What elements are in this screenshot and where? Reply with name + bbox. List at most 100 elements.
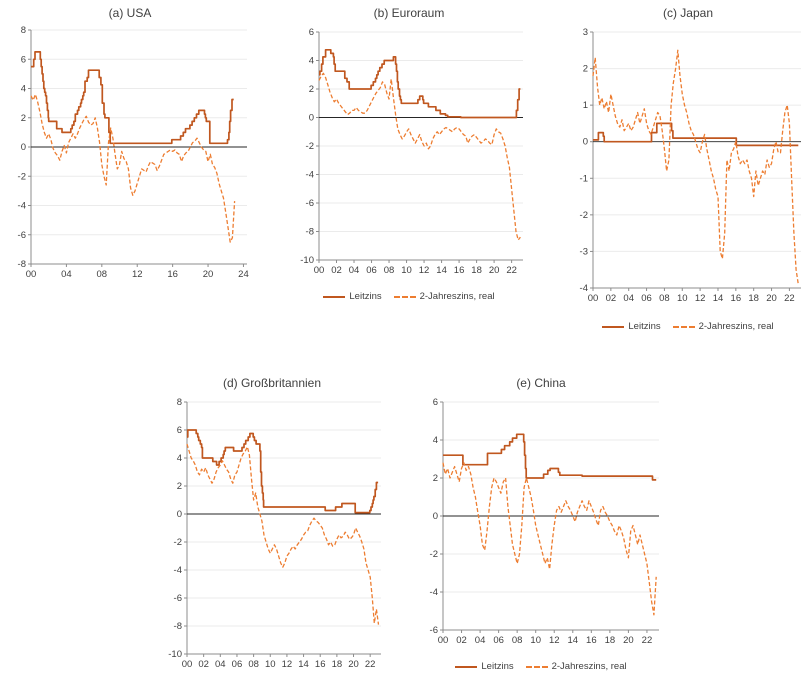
chart-legend-china: Leitzins 2-Jahreszins, real xyxy=(412,661,670,672)
y-tick-label: -10 xyxy=(168,649,182,660)
x-tick-label: 00 xyxy=(182,659,193,670)
y-tick-label: 6 xyxy=(433,397,438,408)
y-tick-label: 6 xyxy=(21,54,26,65)
x-tick-label: 18 xyxy=(332,659,343,670)
series-2-jahreszins-real xyxy=(592,49,799,285)
x-tick-label: 18 xyxy=(748,293,759,304)
x-tick-label: 16 xyxy=(315,659,326,670)
x-tick-label: 08 xyxy=(248,659,259,670)
y-tick-label: -6 xyxy=(430,625,438,636)
y-tick-label: -8 xyxy=(18,259,26,270)
x-tick-label: 18 xyxy=(605,635,616,646)
chart-title-japan: (c) Japan xyxy=(662,6,714,20)
y-tick-label: 2 xyxy=(309,84,314,95)
x-tick-label: 00 xyxy=(438,635,449,646)
series-2-jahreszins-real xyxy=(186,443,380,625)
y-tick-label: 0 xyxy=(583,137,588,148)
x-tick-label: 04 xyxy=(215,659,226,670)
x-tick-label: 22 xyxy=(365,659,376,670)
y-tick-label: -2 xyxy=(306,141,314,152)
x-tick-label: 16 xyxy=(454,265,465,276)
x-tick-label: 06 xyxy=(493,635,504,646)
x-tick-label: 10 xyxy=(401,265,412,276)
chart-title-euroraum: (b) Euroraum xyxy=(373,6,445,20)
x-tick-label: 12 xyxy=(549,635,560,646)
x-tick-label: 10 xyxy=(530,635,541,646)
y-tick-label: -6 xyxy=(18,230,26,241)
x-tick-label: 22 xyxy=(784,293,795,304)
y-tick-label: 2 xyxy=(177,481,182,492)
x-tick-label: 12 xyxy=(419,265,430,276)
legend-label-leitzins: Leitzins xyxy=(349,291,382,302)
series-leitzins xyxy=(443,433,657,481)
x-tick-label: 20 xyxy=(203,269,214,280)
y-tick-label: -10 xyxy=(300,255,314,266)
x-tick-label: 08 xyxy=(384,265,395,276)
chart-legend-japan: Leitzins 2-Jahreszins, real xyxy=(566,321,810,332)
legend-label-real: 2-Jahreszins, real xyxy=(698,321,774,332)
x-tick-label: 04 xyxy=(349,265,360,276)
x-tick-label: 12 xyxy=(695,293,706,304)
y-tick-label: -2 xyxy=(430,549,438,560)
x-tick-label: 14 xyxy=(436,265,447,276)
x-tick-label: 02 xyxy=(606,293,617,304)
x-tick-label: 06 xyxy=(232,659,243,670)
y-tick-label: -2 xyxy=(580,210,588,221)
chart-legend-euroraum: Leitzins 2-Jahreszins, real xyxy=(286,291,532,302)
real-line-sample xyxy=(525,665,548,668)
x-tick-label: 20 xyxy=(348,659,359,670)
y-tick-label: -6 xyxy=(174,593,182,604)
chart-title-china: (e) China xyxy=(516,376,566,390)
y-tick-label: 4 xyxy=(177,453,182,464)
y-tick-label: -2 xyxy=(18,171,26,182)
real-line-sample xyxy=(672,325,695,328)
chart-title-usa: (a) USA xyxy=(108,6,152,20)
x-tick-label: 20 xyxy=(489,265,500,276)
y-tick-label: 2 xyxy=(433,473,438,484)
y-tick-label: 2 xyxy=(21,113,26,124)
y-tick-label: 4 xyxy=(21,84,26,95)
series-leitzins xyxy=(31,51,234,145)
x-tick-label: 00 xyxy=(26,269,37,280)
y-tick-label: 1 xyxy=(583,100,588,111)
x-tick-label: 06 xyxy=(366,265,377,276)
x-tick-label: 10 xyxy=(265,659,276,670)
leitzins-line-sample xyxy=(323,295,346,298)
series-2-jahreszins-real xyxy=(30,93,236,243)
legend-label-leitzins: Leitzins xyxy=(481,661,514,672)
x-tick-label: 00 xyxy=(588,293,599,304)
series-2-jahreszins-real xyxy=(318,72,521,241)
legend-label-real: 2-Jahreszins, real xyxy=(419,291,495,302)
x-tick-label: 24 xyxy=(238,269,249,280)
y-tick-label: -3 xyxy=(580,246,588,257)
y-tick-label: -2 xyxy=(174,537,182,548)
leitzins-line-sample xyxy=(455,665,478,668)
leitzins-line-sample xyxy=(602,325,625,328)
chart-china: (e) China -6 -4 -2 0 2 4 6 00 02 04 06 08 10 12 14 16 18… xyxy=(412,372,670,672)
y-tick-label: -4 xyxy=(580,283,588,294)
x-tick-label: 16 xyxy=(586,635,597,646)
y-tick-label: -6 xyxy=(306,198,314,209)
x-tick-label: 00 xyxy=(314,265,325,276)
x-tick-label: 06 xyxy=(641,293,652,304)
x-tick-label: 20 xyxy=(623,635,634,646)
y-tick-label: -4 xyxy=(306,170,314,181)
x-tick-label: 14 xyxy=(567,635,578,646)
series-leitzins xyxy=(319,48,521,119)
legend-label-leitzins: Leitzins xyxy=(628,321,661,332)
y-tick-label: -1 xyxy=(580,173,588,184)
y-tick-label: -8 xyxy=(174,621,182,632)
chart-euroraum: (b) Euroraum -10 -8 -6 -4 -2 0 2 4 6 00 02 04 06 08 10… xyxy=(286,2,532,302)
legend-label-real: 2-Jahreszins, real xyxy=(551,661,627,672)
x-tick-label: 22 xyxy=(642,635,653,646)
y-tick-label: 8 xyxy=(21,25,26,36)
x-tick-label: 22 xyxy=(506,265,517,276)
chart-grossbritannien: (d) Großbritannien -10 -8 -6 -4 -2 0 2 4 6 8 00 02 0… xyxy=(152,372,392,684)
y-tick-label: 0 xyxy=(21,142,26,153)
x-tick-label: 04 xyxy=(623,293,634,304)
